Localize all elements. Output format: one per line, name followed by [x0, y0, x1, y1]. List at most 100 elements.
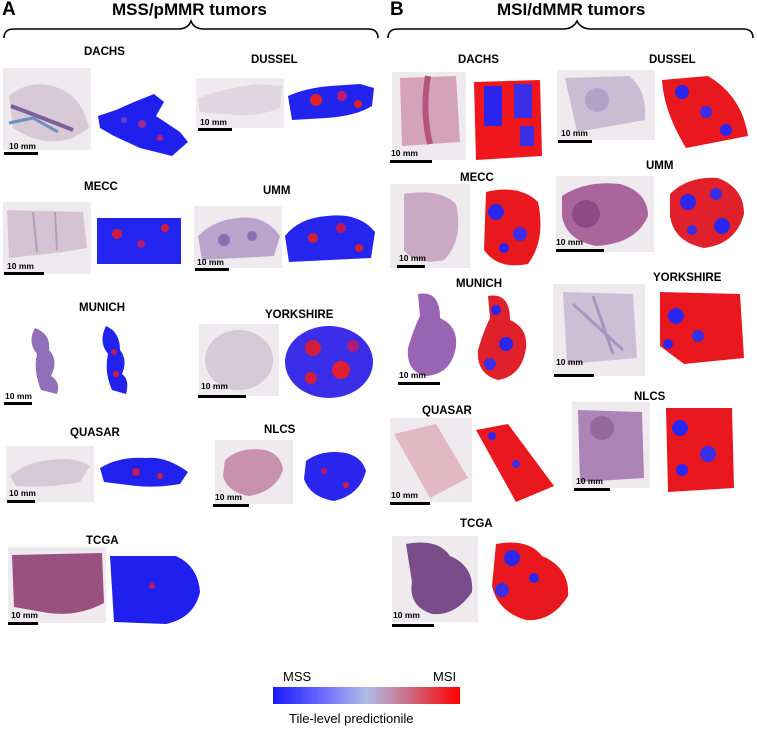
scale-text: 10 mm [9, 141, 36, 151]
prediction-map [660, 292, 744, 364]
prediction-map [102, 326, 128, 394]
he-slide-image [572, 402, 650, 488]
sample-label-tcga: TCGA [86, 535, 119, 547]
sample-label-dachs: DACHS [84, 46, 125, 58]
scale-bar [7, 500, 35, 503]
prediction-map [110, 556, 200, 624]
scale-text: 10 mm [399, 253, 426, 263]
legend-caption: Tile-level predictionile [289, 711, 414, 726]
scale-text: 10 mm [197, 257, 224, 267]
prediction-map [670, 177, 744, 248]
sample-label-tcga: TCGA [460, 518, 493, 530]
he-slide-image [390, 184, 470, 268]
scale-text: 10 mm [200, 117, 227, 127]
scale-text: 10 mm [576, 476, 603, 486]
prediction-map [288, 84, 374, 120]
he-slide-image [6, 446, 94, 502]
he-slide-image [3, 202, 91, 274]
sample-label-mecc: MECC [84, 181, 118, 193]
panel-a-brace [3, 18, 379, 39]
he-slide-image [8, 547, 106, 623]
he-slide-image [557, 70, 655, 140]
prediction-map [285, 326, 373, 398]
scale-bar [554, 374, 594, 377]
scale-bar [4, 152, 38, 155]
legend-low-label: MSS [283, 669, 312, 684]
scale-text: 10 mm [5, 391, 32, 401]
he-slide-image [3, 320, 83, 402]
scale-bar [195, 268, 229, 271]
sample-label-quasar: QUASAR [70, 427, 120, 439]
prediction-map [100, 457, 188, 487]
prediction-map [484, 189, 541, 266]
scale-text: 10 mm [393, 610, 420, 620]
scale-bar [574, 488, 610, 491]
scale-bar [213, 504, 249, 507]
sample-label-munich: MUNICH [456, 278, 502, 290]
sample-label-mecc: MECC [460, 172, 494, 184]
scale-text: 10 mm [9, 488, 36, 498]
sample-label-dachs: DACHS [458, 54, 499, 66]
scale-bar [4, 272, 44, 275]
scale-bar [390, 160, 432, 163]
he-slide-image [196, 78, 284, 128]
prediction-map [98, 94, 188, 156]
sample-label-umm: UMM [646, 160, 674, 172]
scale-bar [392, 624, 434, 627]
he-slide-image [194, 206, 282, 268]
he-slide-image [392, 536, 478, 622]
scale-bar [198, 395, 246, 398]
scale-text: 10 mm [391, 490, 418, 500]
sample-label-yorkshire: YORKSHIRE [265, 309, 334, 321]
sample-label-dussel: DUSSEL [649, 54, 696, 66]
sample-label-quasar: QUASAR [422, 405, 472, 417]
sample-label-yorkshire: YORKSHIRE [653, 272, 722, 284]
prediction-map [97, 218, 181, 264]
prediction-map [492, 542, 569, 621]
sample-label-umm: UMM [263, 185, 291, 197]
legend-high-label: MSI [433, 669, 457, 684]
scale-bar [4, 402, 32, 405]
panel-b-letter: B [390, 0, 404, 20]
prediction-map [304, 452, 366, 501]
scale-bar [558, 140, 592, 143]
scale-bar [398, 382, 440, 385]
he-slide-image [3, 68, 91, 150]
he-slide-image [199, 324, 279, 396]
panel-b-brace [387, 19, 754, 39]
scale-bar [556, 249, 604, 252]
panel-b-title: MSI/dMMR tumors [497, 0, 646, 19]
sample-label-dussel: DUSSEL [251, 54, 298, 66]
scale-text: 10 mm [215, 492, 242, 502]
panel-a-letter: A [2, 0, 16, 20]
scale-text: 10 mm [7, 261, 34, 271]
prediction-map [476, 424, 554, 502]
scale-text: 10 mm [556, 357, 583, 367]
he-slide-image [392, 72, 466, 160]
scale-text: 10 mm [556, 237, 583, 247]
scale-text: 10 mm [561, 128, 588, 138]
scale-bar [8, 622, 38, 625]
scale-text: 10 mm [391, 148, 418, 158]
prediction-map [285, 215, 375, 262]
prediction-map [474, 80, 542, 160]
he-slide-image [556, 176, 654, 252]
sample-label-munich: MUNICH [79, 302, 125, 314]
scale-bar [397, 265, 425, 268]
he-slide-image [396, 288, 472, 382]
he-slide-image [390, 418, 472, 502]
panel-a-title: MSS/pMMR tumors [112, 0, 267, 19]
prediction-map [666, 408, 734, 492]
legend-colorbar [273, 687, 460, 704]
scale-text: 10 mm [399, 370, 426, 380]
he-slide-image [553, 284, 645, 376]
scale-bar [198, 128, 232, 131]
scale-text: 10 mm [11, 610, 38, 620]
prediction-map [477, 295, 527, 380]
he-slide-image [215, 440, 293, 504]
scale-bar [390, 502, 430, 505]
scale-text: 10 mm [201, 381, 228, 391]
sample-label-nlcs: NLCS [634, 391, 666, 403]
prediction-map [662, 76, 748, 148]
sample-label-nlcs: NLCS [264, 424, 296, 436]
